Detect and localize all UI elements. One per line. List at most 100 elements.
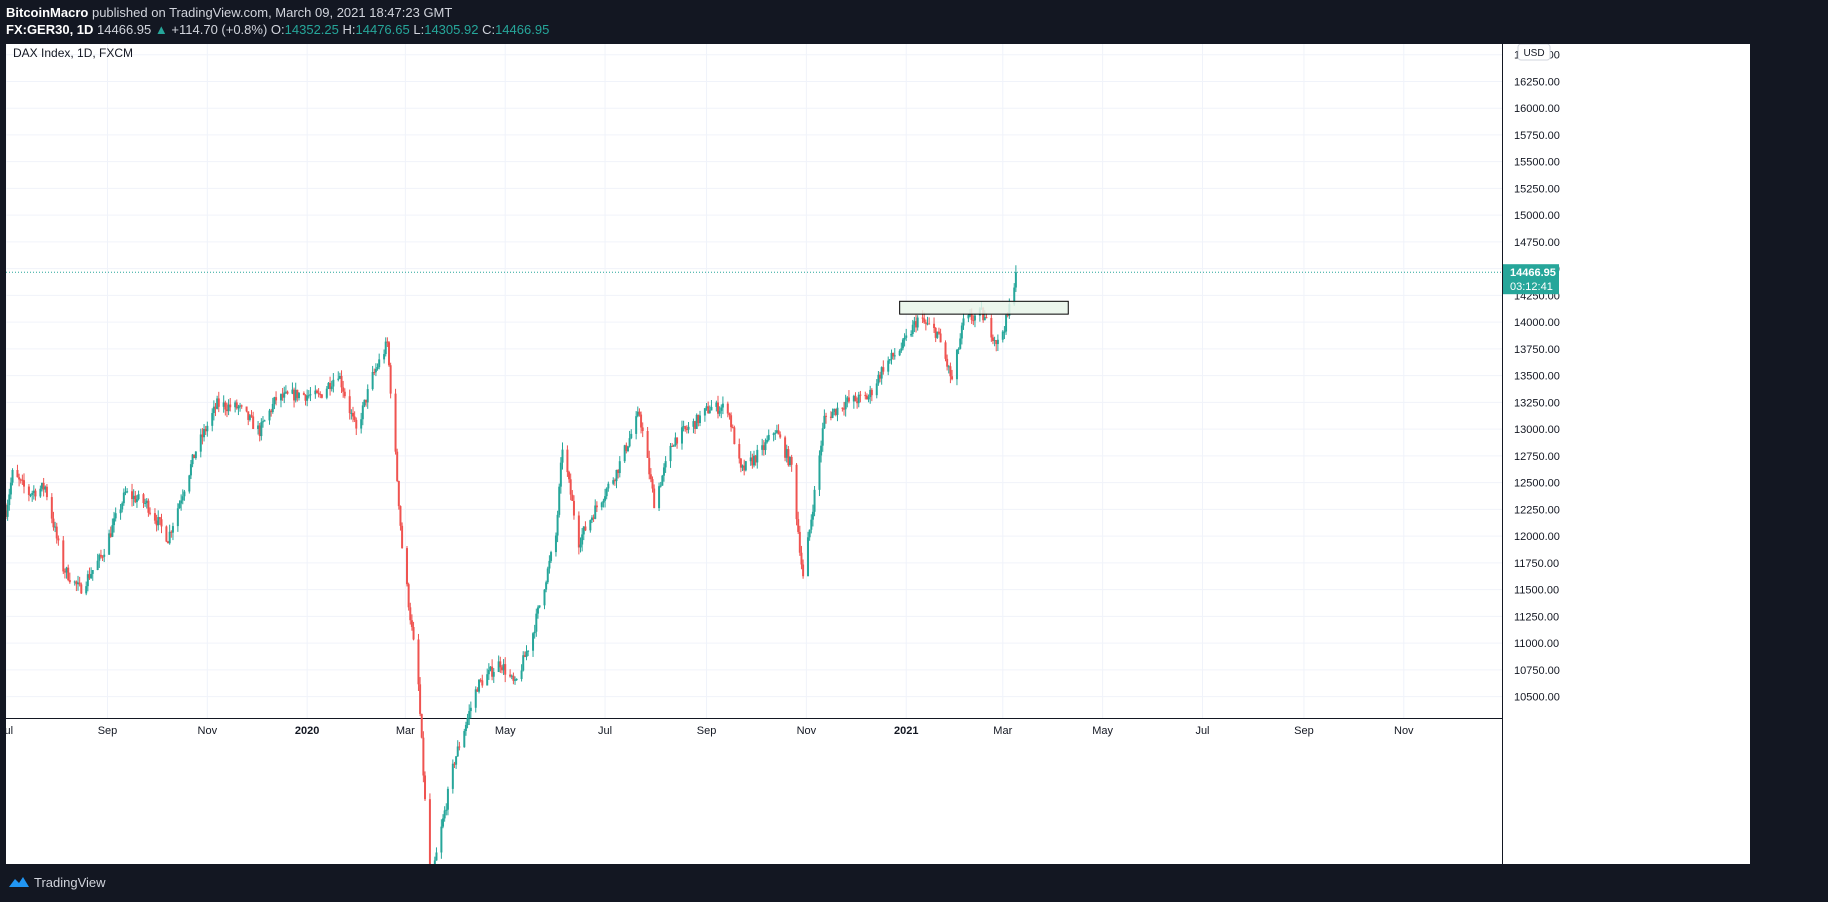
candle-body: [6, 505, 9, 517]
candle-body: [829, 416, 832, 418]
candle-body: [893, 355, 896, 357]
candle-body: [320, 394, 323, 398]
candle-body: [279, 394, 282, 401]
candle-body: [504, 664, 507, 675]
x-tick-label: Nov: [1394, 725, 1414, 737]
candle-body: [261, 421, 264, 423]
candle-body: [469, 707, 472, 712]
candle-body: [672, 445, 675, 447]
candle-body: [739, 458, 742, 468]
candle-body: [659, 485, 662, 487]
candle-body: [50, 497, 53, 519]
candle-body: [217, 398, 220, 407]
countdown-label: 03:12:41: [1510, 281, 1553, 293]
x-tick-label: May: [495, 725, 516, 737]
candle-body: [738, 444, 741, 459]
candle-body: [910, 333, 913, 336]
last-price: 14466.95: [97, 22, 152, 37]
candle-body: [57, 538, 60, 541]
candle-body: [653, 488, 656, 509]
chart-panel[interactable]: 10500.00 10750.00 11000.00 11250.00 11500.00…: [6, 44, 1750, 864]
candle-body: [283, 392, 286, 398]
currency-badge: [1517, 44, 1551, 61]
candle-body: [913, 321, 916, 325]
candle-body: [890, 352, 893, 360]
candle-body: [1001, 331, 1004, 340]
candle-body: [96, 560, 99, 571]
candle-body: [456, 746, 459, 757]
candle-body: [558, 486, 561, 515]
candle-body: [309, 394, 312, 396]
low-label: L:: [413, 22, 425, 37]
candle-body: [442, 818, 445, 827]
candle-body: [721, 403, 724, 408]
candle-body: [969, 314, 972, 316]
candle-body: [42, 482, 45, 490]
candle-body: [167, 541, 170, 544]
candle-body: [86, 574, 89, 587]
candle-body: [628, 438, 631, 447]
last-price-label-bg: [1503, 264, 1559, 295]
candle-body: [867, 397, 870, 400]
candle-body: [486, 674, 489, 686]
high-label: H:: [342, 22, 356, 37]
candle-body: [191, 454, 194, 465]
candle-body: [365, 399, 368, 403]
candle-body: [62, 540, 65, 572]
candle-body: [818, 455, 821, 490]
candle-body: [464, 725, 467, 732]
candle-body: [260, 422, 263, 437]
candle-body: [212, 406, 215, 414]
candle-body: [718, 410, 721, 414]
candle-body: [214, 406, 217, 409]
candle-body: [132, 495, 135, 500]
candle-body: [286, 391, 289, 394]
candle-body: [687, 426, 690, 430]
candle-body: [8, 494, 11, 506]
candlestick-chart[interactable]: 10500.00 10750.00 11000.00 11250.00 11500.00…: [6, 44, 1750, 864]
open-value: 14352.25: [284, 22, 339, 37]
candle-body: [692, 421, 695, 427]
author-name[interactable]: BitcoinMacro: [6, 5, 89, 20]
candle-body: [121, 503, 124, 510]
candle-body: [741, 465, 744, 468]
candle-body: [157, 517, 160, 526]
candle-body: [135, 499, 138, 503]
candle-body: [955, 349, 958, 380]
candle-body: [514, 679, 517, 681]
candle-body: [671, 445, 674, 447]
candle-body: [512, 675, 515, 681]
candle-body: [669, 445, 672, 462]
candle-body: [797, 519, 800, 532]
candle-body: [491, 666, 494, 677]
candle-body: [137, 494, 140, 500]
candle-body: [651, 479, 654, 489]
candle-body: [795, 464, 798, 520]
candle-body: [85, 586, 88, 594]
candle-body: [489, 666, 492, 670]
candle-body: [859, 394, 862, 396]
candle-body: [756, 449, 759, 463]
candle-body: [111, 525, 114, 537]
y-tick-label: 13500.00: [1514, 371, 1560, 383]
candle-body: [201, 434, 204, 438]
candle-body: [307, 395, 310, 397]
candle-body: [401, 525, 404, 549]
candle-body: [970, 314, 973, 321]
candle-body: [315, 390, 318, 393]
candle-body: [271, 403, 274, 413]
candle-body: [811, 511, 814, 520]
candle-body: [9, 482, 12, 495]
candle-body: [343, 391, 346, 397]
candle-body: [743, 465, 746, 471]
footer-brand[interactable]: TradingView: [34, 875, 106, 890]
candle-body: [784, 437, 787, 458]
candle-body: [844, 401, 847, 410]
candle-body: [618, 461, 621, 474]
candle-body: [527, 650, 530, 652]
candle-body: [410, 620, 413, 628]
candle-body: [222, 402, 225, 407]
candle-body: [317, 392, 320, 395]
candle-body: [327, 382, 330, 389]
candle-body: [52, 518, 55, 528]
